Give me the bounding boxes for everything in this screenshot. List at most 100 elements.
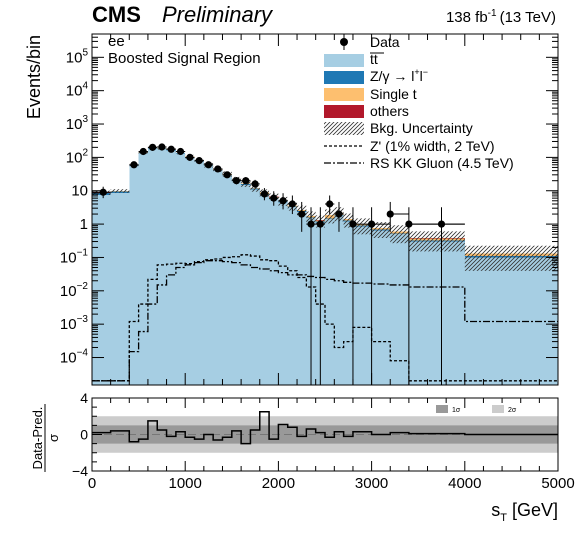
data-point (335, 210, 343, 218)
main-ytick-base: 10 (66, 149, 83, 166)
x-axis-symbol: s (491, 500, 500, 520)
legend-dy-sup2: − (423, 67, 428, 77)
data-point (130, 161, 138, 169)
stack-bar-ttbar (175, 153, 186, 385)
main-ytick-exponent: −2 (77, 281, 89, 292)
bkg-uncertainty-band (352, 218, 372, 235)
legend-dy-swatch (324, 71, 364, 84)
data-point (279, 197, 287, 205)
stack-bar-ttbar (408, 241, 465, 385)
stack-bar-ttbar (166, 150, 176, 385)
energy-value: (13 TeV) (500, 9, 556, 26)
data-point (223, 171, 231, 179)
data-point (214, 165, 222, 173)
main-ytick-exponent: −4 (77, 348, 89, 359)
legend-entry-bkg-unc: Bkg. Uncertainty (324, 120, 473, 136)
data-point (176, 147, 185, 156)
stack-bar-ttbar (185, 157, 195, 385)
lumi-value: 138 fb (446, 9, 488, 26)
stack-bar-ttbar (278, 202, 288, 385)
data-point (260, 190, 269, 198)
zprime-signal-line (92, 254, 558, 382)
main-ytick-label: 104 (66, 81, 89, 100)
stack-bar-ttbar (371, 230, 391, 385)
main-ytick-base: 10 (66, 49, 83, 66)
data-point (167, 145, 175, 153)
stack-bar-ttbar (194, 161, 204, 385)
data-point (270, 194, 278, 202)
legend: Data tt Z/γ → l+l− Single t others Bkg. … (324, 34, 514, 171)
stack-bar-ttbar (287, 207, 298, 385)
stack-bar-ttbar (92, 194, 111, 385)
bkg-uncertainty-band (343, 213, 353, 228)
channel-label: ee (108, 33, 125, 50)
stack-bar-ttbar (250, 189, 260, 385)
data-point (437, 220, 446, 228)
stack-bar-ttbar (352, 226, 372, 385)
legend-dy-label: Z/γ → l+l− (370, 67, 428, 84)
ratio-frame: 40−40 1000 2000 3000 4000 5000 (72, 390, 575, 492)
stack-bar-ttbar (390, 234, 409, 385)
data-point (298, 210, 306, 218)
legend-others-swatch (324, 105, 364, 118)
data-point (326, 200, 334, 208)
stack-bar-ttbar (343, 221, 353, 385)
main-ytick-label: 10−2 (60, 281, 89, 300)
ratio-ylabel-num: Data-Pred. (30, 407, 45, 470)
main-ytick-exponent: 3 (82, 114, 88, 125)
main-histogram (92, 143, 558, 385)
legend-data-marker (340, 38, 348, 46)
legend-single-t-label: Single t (370, 86, 417, 102)
x-tick-label: 5000 (541, 475, 574, 492)
cms-label: CMS (92, 2, 141, 27)
ratio-ytick-label: −4 (72, 463, 88, 479)
preliminary-label: Preliminary (162, 2, 274, 27)
legend-entry-dy: Z/γ → l+l− (324, 67, 428, 84)
data-point (99, 188, 107, 196)
bkg-uncertainty-band (390, 225, 409, 244)
data-point (368, 220, 376, 228)
legend-bkg-unc-label: Bkg. Uncertainty (370, 120, 473, 136)
stack-bar-ttbar (203, 166, 214, 385)
legend-entry-single-t: Single t (324, 86, 417, 102)
main-ytick-base: 10 (60, 249, 77, 266)
main-ytick-label: 10−4 (60, 348, 89, 367)
legend-data-label: Data (370, 34, 400, 50)
main-ytick-label: 10 (71, 183, 88, 200)
main-ytick-label: 1 (80, 216, 88, 233)
data-point (316, 220, 324, 228)
region-label: Boosted Signal Region (108, 50, 261, 67)
main-ytick-exponent: −1 (77, 247, 89, 258)
main-ytick-label: 103 (66, 114, 89, 133)
legend-bkg-unc-swatch (324, 122, 364, 135)
ratio-ytick-label: 0 (80, 427, 88, 443)
ratio-pull-line (92, 410, 558, 445)
data-point (148, 143, 157, 151)
ratio-ylabel: Data-Pred. σ (30, 404, 61, 472)
bkg-uncertainty-band (250, 185, 260, 192)
stack-bar-ttbar (231, 180, 242, 385)
x-tick-label: 1000 (169, 475, 202, 492)
ratio-legend-2sigma-label: 2σ (508, 407, 517, 414)
stack-bar-ttbar (259, 193, 270, 385)
data-point (204, 161, 213, 169)
main-ytick-base: 1 (80, 216, 88, 233)
data-point (251, 180, 259, 188)
legend-entry-zprime: Z' (1% width, 2 TeV) (324, 138, 495, 154)
bkg-uncertainty-band (371, 222, 391, 238)
x-tick-label: 0 (88, 475, 96, 492)
x-axis-subscript: T (500, 512, 507, 524)
stack-bar-ttbar (297, 212, 307, 385)
ratio-legend-1sigma-swatch (436, 405, 448, 413)
lumi-exponent: -1 (488, 8, 497, 19)
stack-bar-ttbar (110, 193, 130, 385)
main-ytick-exponent: 4 (82, 81, 88, 92)
ratio-legend-2sigma-swatch (492, 405, 504, 413)
legend-dy-mid: l (420, 68, 423, 84)
ratio-ytick-label: 4 (80, 390, 88, 406)
main-ytick-base: 10 (60, 350, 77, 367)
legend-entry-others: others (324, 103, 409, 119)
legend-ttbar-label: tt (370, 51, 378, 67)
bkg-uncertainty-band (408, 231, 465, 252)
